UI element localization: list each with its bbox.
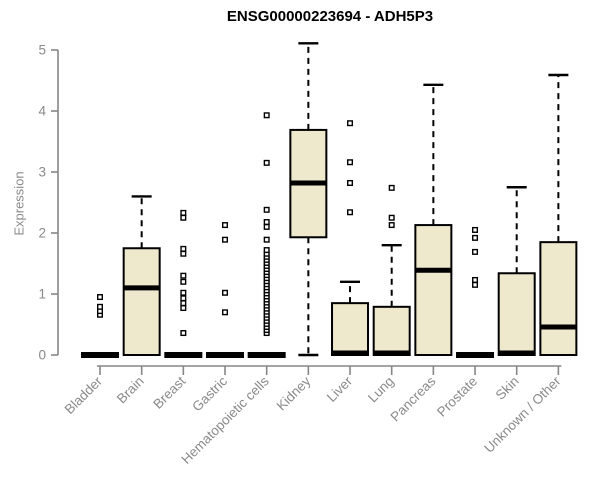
- box-hematopoietic-cells: [247, 112, 286, 358]
- y-tick-label: 1: [38, 287, 46, 302]
- collapsed-box: [206, 352, 245, 358]
- outlier-point: [263, 223, 270, 230]
- iqr-box: [539, 241, 578, 356]
- outlier-point: [263, 236, 270, 243]
- x-tick-label-breast: Breast: [150, 373, 188, 411]
- outlier-point: [96, 303, 103, 310]
- outlier-point: [96, 294, 103, 301]
- y-axis: 0 1 2 3 4 5: [38, 43, 59, 363]
- y-tick-label: 3: [38, 165, 46, 180]
- box-unknown-other: [539, 73, 578, 356]
- outlier-point: [263, 247, 270, 254]
- iqr-box: [372, 305, 411, 356]
- outlier-point: [347, 179, 354, 186]
- outlier-point: [347, 159, 354, 166]
- outlier-point: [180, 305, 187, 312]
- box-breast: [164, 209, 203, 358]
- collapsed-box: [456, 352, 495, 358]
- box-liver: [331, 120, 370, 356]
- box-lung: [372, 184, 411, 356]
- outlier-point: [347, 120, 354, 127]
- outlier-point: [472, 276, 479, 283]
- outlier-point: [472, 281, 479, 288]
- iqr-box: [331, 302, 370, 356]
- outlier-point: [180, 245, 187, 252]
- outlier-point: [388, 214, 395, 221]
- box-bladder: [81, 294, 119, 358]
- collapsed-box: [164, 352, 203, 358]
- box-skin: [497, 186, 536, 357]
- x-tick-label-skin: Skin: [493, 374, 522, 403]
- y-tick-label: 2: [38, 226, 46, 241]
- box-prostate: [456, 226, 495, 358]
- outlier-point: [263, 219, 270, 226]
- iqr-box: [414, 224, 453, 356]
- box-kidney: [289, 42, 328, 357]
- outlier-point: [222, 289, 229, 296]
- outlier-point: [180, 209, 187, 216]
- outlier-point: [222, 222, 229, 229]
- x-tick-label-kidney: Kidney: [274, 373, 314, 413]
- box-pancreas: [414, 83, 453, 356]
- outlier-point: [180, 278, 187, 285]
- x-tick-label-bladder: Bladder: [62, 373, 106, 417]
- outlier-point: [222, 236, 229, 243]
- x-tick-label-lung: Lung: [365, 374, 397, 406]
- outlier-point: [472, 248, 479, 255]
- x-tick-label-gastric: Gastric: [189, 373, 230, 414]
- outlier-point: [180, 272, 187, 279]
- outlier-point: [347, 209, 354, 216]
- outlier-point: [263, 112, 270, 119]
- y-tick-label: 4: [38, 104, 46, 119]
- x-tick-label-brain: Brain: [114, 374, 147, 407]
- x-tick-label-unknown-other: Unknown / Other: [481, 373, 564, 456]
- x-tick-label-prostate: Prostate: [434, 374, 480, 420]
- outlier-point: [222, 309, 229, 316]
- outlier-point: [388, 222, 395, 229]
- outlier-point: [388, 184, 395, 191]
- outlier-point: [472, 226, 479, 233]
- collapsed-box: [247, 352, 286, 358]
- outlier-point: [180, 214, 187, 221]
- outlier-point: [180, 295, 187, 302]
- outlier-point: [263, 206, 270, 213]
- iqr-box: [122, 247, 161, 356]
- outlier-point: [263, 159, 270, 166]
- outlier-point: [180, 289, 187, 296]
- y-tick-label: 0: [38, 348, 46, 363]
- iqr-box: [497, 272, 536, 357]
- collapsed-box: [81, 352, 119, 358]
- y-tick-label: 5: [38, 43, 46, 58]
- box-gastric: [206, 222, 245, 358]
- chart-title: ENSG00000223694 - ADH5P3: [226, 8, 434, 25]
- outlier-point: [180, 330, 187, 337]
- y-axis-label: Expression: [11, 171, 27, 236]
- box-brain: [122, 195, 161, 356]
- x-tick-label-liver: Liver: [324, 373, 356, 405]
- x-tick-label-pancreas: Pancreas: [388, 373, 439, 424]
- outlier-point: [472, 234, 479, 241]
- outlier-point: [180, 300, 187, 307]
- outlier-point: [180, 250, 187, 257]
